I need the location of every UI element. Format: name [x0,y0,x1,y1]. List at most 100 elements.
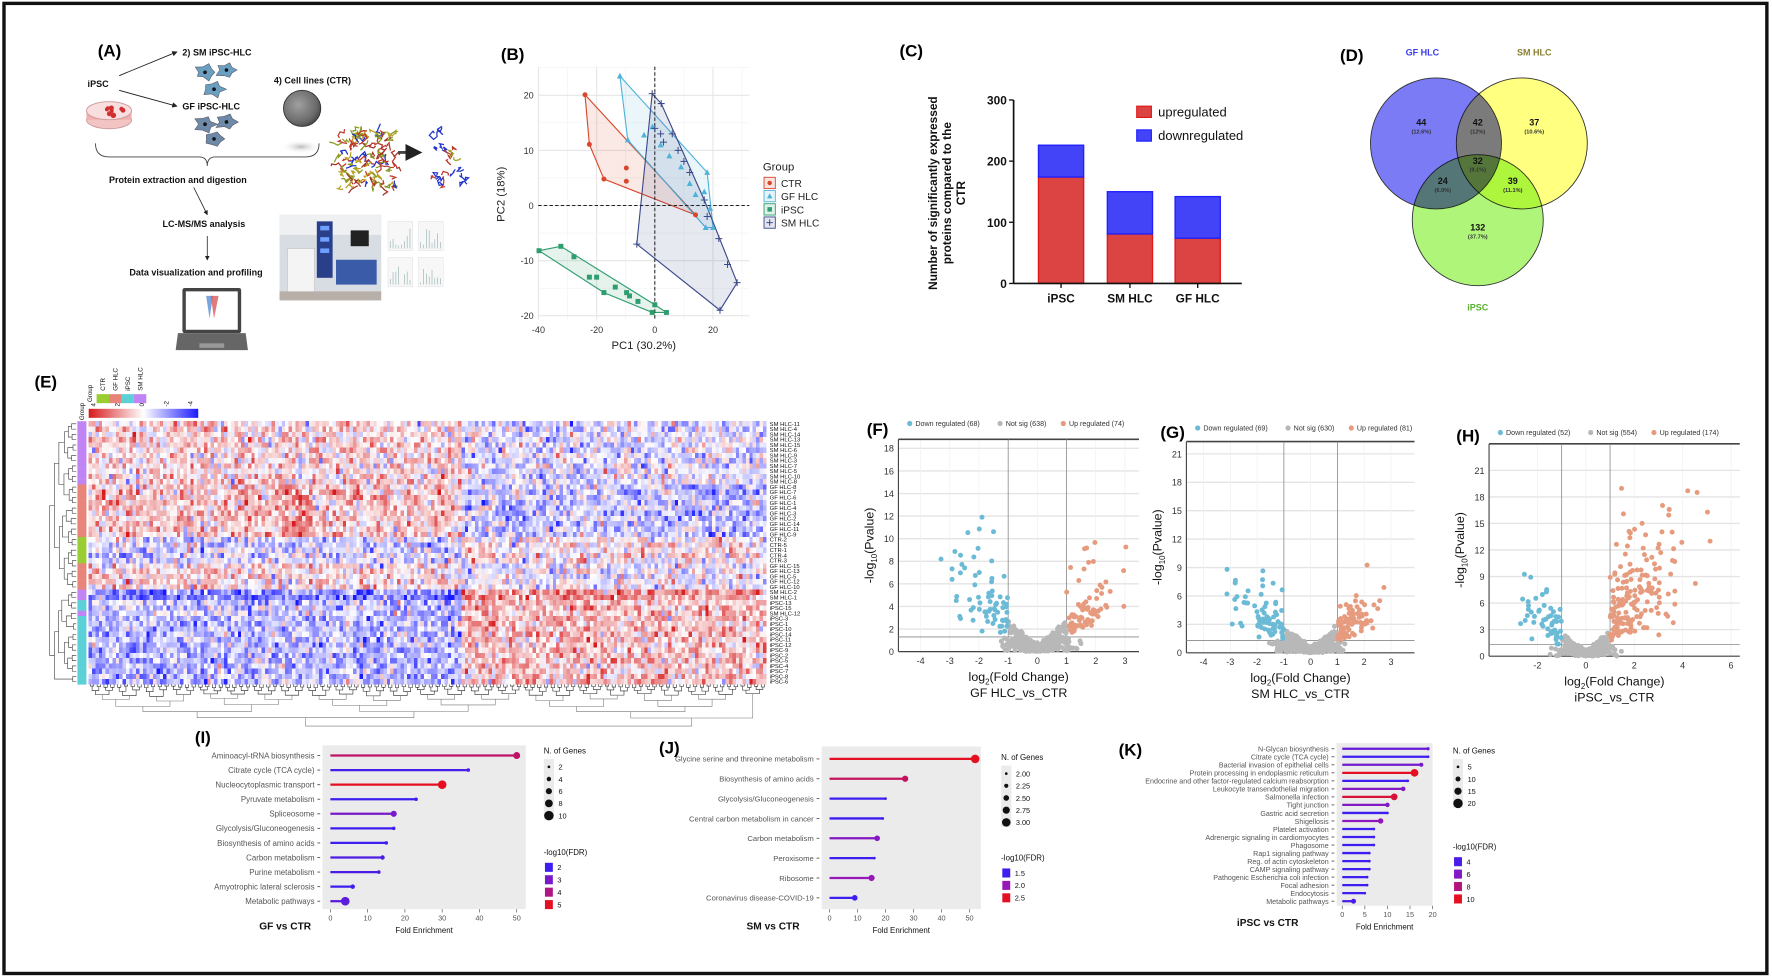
heatmap-cell [464,510,469,517]
heatmap-cell [281,458,286,464]
heatmap-cell [661,489,665,496]
heatmap-cell [430,515,435,522]
heatmap-cell [471,494,476,501]
heatmap-cell [207,489,211,496]
heatmap-cell [617,510,621,517]
heatmap-cell [180,421,184,427]
heatmap-cell [224,452,228,459]
heatmap-cell [515,468,520,475]
protein-strand [335,185,344,191]
heatmap-cell [393,421,398,427]
heatmap-cell [745,505,750,511]
heatmap-cell [654,494,659,501]
heatmap-cell [705,473,709,480]
heatmap-cell [437,489,442,496]
heatmap-cell [474,515,479,522]
heatmap-cell [319,421,323,427]
heatmap-cell [234,479,238,485]
heatmap-cell [593,452,598,459]
heatmap-cell [170,500,174,506]
heatmap-cell [518,442,523,448]
heatmap-cell [586,463,591,469]
heatmap-cell [366,505,371,511]
heatmap-cell [634,447,638,454]
heatmap-cell [756,500,760,506]
heatmap-cell [308,468,313,475]
heatmap-cell [383,505,388,511]
heatmap-cell [600,452,604,459]
heatmap-cell [640,437,645,443]
heatmap-cell [210,473,215,480]
heatmap-cell [220,431,225,438]
heatmap-cell [247,426,252,432]
heatmap-cell [142,442,147,448]
heatmap-cell [132,458,137,464]
nucleus-icon [224,120,229,124]
y-tick-label: 10 [524,146,534,156]
heatmap-cell [153,452,157,459]
heatmap-cell [336,521,340,527]
heatmap-cell [495,447,499,454]
heatmap-cell [627,484,631,490]
heatmap-cell [386,463,391,469]
heatmap-cell [759,537,764,543]
heatmap-cell [468,463,472,469]
heatmap-cell [502,468,506,475]
heatmap-cell [149,442,154,448]
heatmap-cell [380,531,384,538]
heatmap-cell [735,510,740,517]
heatmap-cell [705,447,709,454]
panel-label-e: (E) [34,372,57,391]
heatmap-cell [691,531,696,538]
heatmap-cell [207,537,211,543]
heatmap-cell [149,510,154,517]
heatmap-cell [722,442,726,448]
heatmap-cell [729,537,733,543]
heatmap-cell [759,489,764,496]
heatmap-cell [264,500,269,506]
heatmap-cell [102,426,106,432]
heatmap-cell [369,484,374,490]
heatmap-cell [132,505,137,511]
heatmap-cell [132,447,137,454]
heatmap-cell [217,484,222,490]
heatmap-cell [224,431,228,438]
heatmap-cell [125,421,130,427]
heatmap-cell [607,515,611,522]
heatmap-cell [749,468,753,475]
protein-strand [357,178,367,185]
heatmap-cell [705,505,709,511]
heatmap-cell [664,489,669,496]
heatmap-cell [176,484,181,490]
heatmap-cell [356,442,360,448]
heatmap-cell [715,463,720,469]
heatmap-cell [319,489,323,496]
heatmap-cell [732,510,737,517]
data-point [710,224,716,231]
heatmap-cell [369,421,374,427]
heatmap-cell [105,494,110,501]
heatmap-cell [546,489,550,496]
heatmap-cell [244,431,249,438]
heatmap-cell [603,526,608,532]
gf-ipsc-hlc-label: GF iPSC-HLC [182,102,240,112]
heatmap-cell [573,458,577,464]
heatmap-cell [261,515,266,522]
heatmap-cell [674,473,679,480]
heatmap-cell [691,537,696,543]
heatmap-cell [525,463,530,469]
heatmap-cell [156,458,161,464]
heatmap-cell [576,484,581,490]
heatmap-cell [386,468,391,475]
heatmap-cell [193,442,198,448]
heatmap-cell [149,531,154,538]
heatmap-cell [125,484,130,490]
heatmap-cell [332,447,337,454]
heatmap-cell [359,463,364,469]
heatmap-cell [146,521,150,527]
heatmap-cell [718,494,723,501]
heatmap-cell [224,500,228,506]
heatmap-cell [339,437,344,443]
heatmap-cell [701,426,706,432]
